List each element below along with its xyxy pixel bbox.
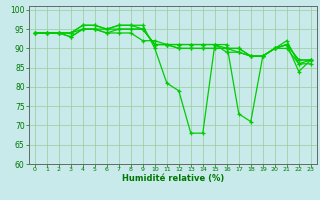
X-axis label: Humidité relative (%): Humidité relative (%) [122,174,224,183]
